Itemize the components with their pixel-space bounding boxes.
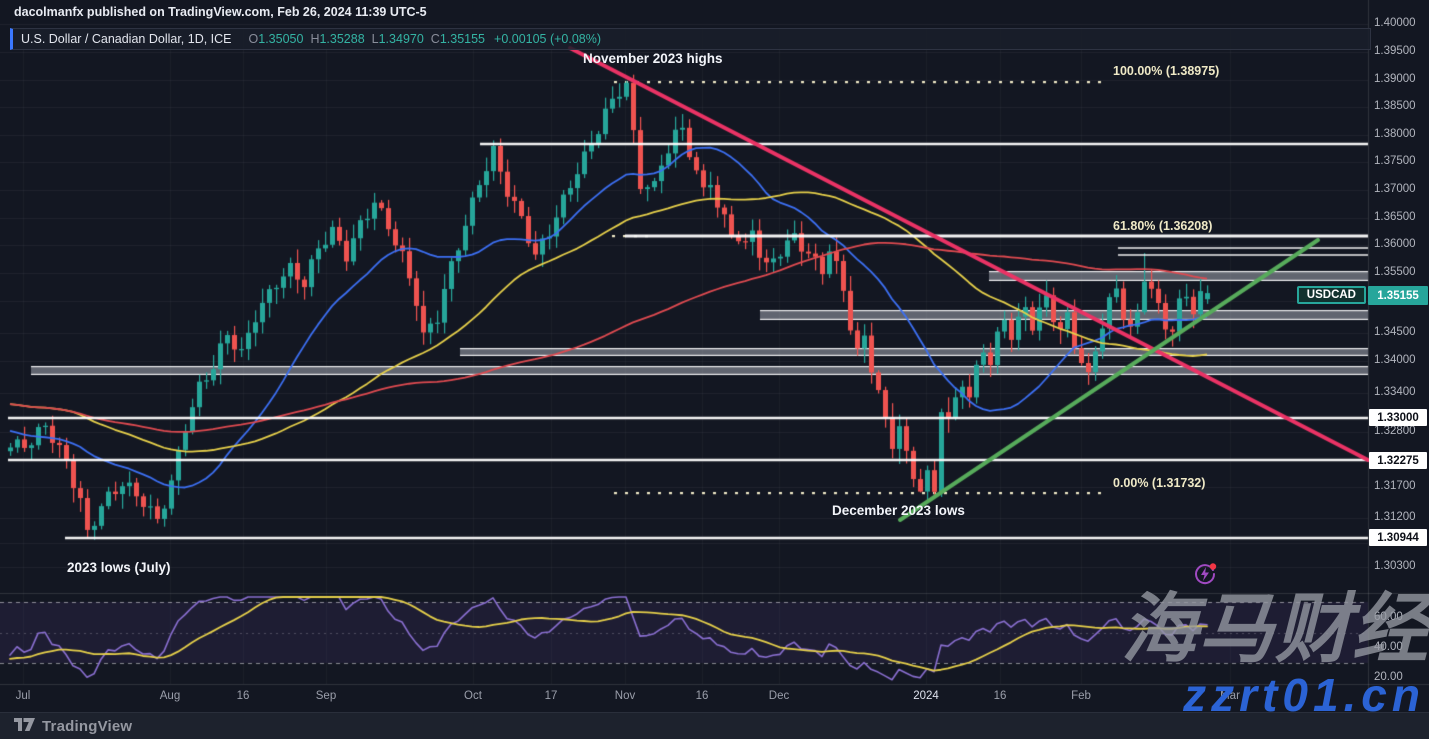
fib-level-label: 100.00% (1.38975) [1113,64,1220,78]
time-axis-tick: 16 [236,690,250,702]
symbol-title[interactable]: U.S. Dollar / Canadian Dollar, 1D, ICE [21,32,232,46]
bottom-toolbar: TradingView [0,712,1429,739]
high-value: 1.35288 [319,32,365,46]
open-label: O [248,32,259,46]
price-axis-tick: 1.39000 [1374,73,1416,85]
price-axis-tick: 1.35500 [1374,266,1416,278]
time-axis-tick: 17 [544,690,558,702]
time-axis-tick: Feb [1071,690,1091,702]
rsi-axis-tick: 60.00 [1374,611,1403,623]
fib-level-label: 0.00% (1.31732) [1113,476,1206,490]
price-axis-tick: 1.38500 [1374,100,1416,112]
chart-annotation: 2023 lows (July) [67,560,171,575]
chart-annotation: November 2023 highs [583,51,723,66]
close-value: 1.35155 [439,32,486,46]
time-axis-tick: 16 [993,690,1007,702]
price-axis-tick: 1.34500 [1374,326,1416,338]
watermark-url: zzrt01.cn [1183,669,1425,721]
time-axis-tick: Aug [159,690,181,702]
price-axis-tick: 1.30300 [1374,560,1416,572]
price-axis-tick: 1.37000 [1374,183,1416,195]
price-axis-tick: 1.32800 [1374,425,1416,437]
close-label: C [430,32,440,46]
level-price-label: 1.30944 [1369,529,1427,546]
level-price-label: 1.32275 [1369,452,1427,469]
price-axis-tick: 1.38000 [1374,128,1416,140]
level-price-label: 1.33000 [1369,409,1427,426]
publish-header: dacolmanfx published on TradingView.com,… [14,5,427,19]
low-value: 1.34970 [378,32,424,46]
flash-icon[interactable] [1192,561,1218,587]
time-axis-tick: Mar [1220,690,1240,702]
time-axis-tick: Nov [614,690,636,702]
price-axis-tick: 1.33400 [1374,386,1416,398]
price-axis-tick: 1.36000 [1374,238,1416,250]
time-axis-tick: Jul [15,690,31,702]
chart-annotation: December 2023 lows [832,503,965,518]
price-axis-tick: 1.34000 [1374,354,1416,366]
price-axis-tick: 1.37500 [1374,155,1416,167]
high-label: H [310,32,320,46]
time-axis-tick: Dec [768,690,790,702]
tradingview-logo-text: TradingView [42,718,133,735]
rsi-axis-tick: 20.00 [1374,671,1403,683]
rsi-axis-tick: 40.00 [1374,641,1403,653]
fib-level-label: 61.80% (1.36208) [1113,219,1213,233]
symbol-legend: U.S. Dollar / Canadian Dollar, 1D, ICE O… [10,28,1371,50]
low-label: L [371,32,379,46]
symbol-price-badge: USDCAD [1296,286,1366,304]
last-price-label: 1.35155 [1368,286,1428,305]
tradingview-logo[interactable]: TradingView [14,717,133,736]
time-axis-tick: Oct [464,690,482,702]
price-axis-tick: 1.36500 [1374,211,1416,223]
open-value: 1.35050 [258,32,304,46]
price-axis-tick: 1.31200 [1374,511,1416,523]
watermark-chinese: 海马财经 [1121,587,1429,672]
time-axis-tick: 16 [695,690,709,702]
price-axis-tick: 1.39500 [1374,45,1416,57]
tradingview-logo-icon [14,717,35,736]
price-axis-tick: 1.31700 [1374,480,1416,492]
time-axis-tick: Sep [315,690,337,702]
time-axis-tick: 2024 [913,690,939,702]
change-value: +0.00105 (+0.08%) [494,32,602,46]
price-axis-tick: 1.40000 [1374,17,1416,29]
